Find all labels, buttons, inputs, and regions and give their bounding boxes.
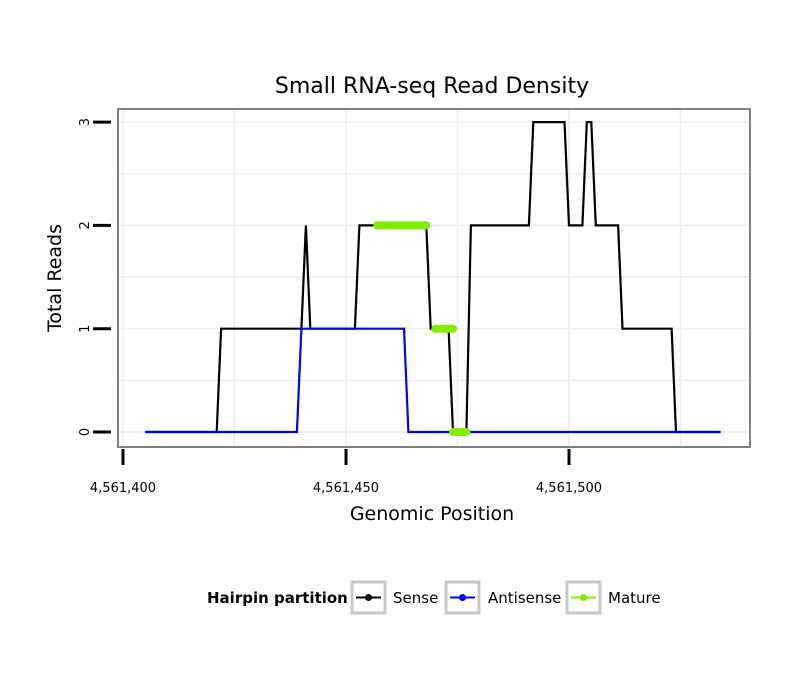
x-axis-title: Genomic Position	[350, 503, 514, 525]
plot-panel: 0 1 2 3 4,561,400 4,561,450 4,561,500	[78, 108, 751, 496]
panel-border	[117, 108, 751, 448]
legend: Hairpin partition Sense Antisense Mature	[207, 580, 661, 615]
y-tick-label: 3	[78, 118, 93, 126]
y-tick-label: 0	[78, 428, 93, 436]
series-point-mature	[449, 324, 457, 333]
x-tick-label: 4,561,500	[536, 481, 602, 496]
y-axis-title: Total Reads	[44, 224, 66, 333]
x-tick-label: 4,561,450	[313, 481, 379, 496]
series-point-mature	[422, 221, 431, 230]
legend-title: Hairpin partition	[207, 589, 348, 607]
legend-key-point	[365, 594, 372, 601]
series-line-sense	[145, 121, 721, 434]
y-tick-label: 2	[78, 221, 93, 229]
legend-label-mature: Mature	[608, 589, 661, 607]
x-tick-label: 4,561,400	[90, 481, 156, 496]
grid	[118, 109, 750, 447]
legend-key-point	[580, 594, 587, 601]
legend-label-sense: Sense	[393, 589, 438, 607]
legend-key-point	[459, 594, 466, 601]
series-point-mature	[462, 428, 471, 436]
y-tick-label: 1	[78, 325, 93, 333]
chart-title: Small RNA-seq Read Density	[275, 74, 589, 99]
legend-label-antisense: Antisense	[488, 589, 561, 607]
